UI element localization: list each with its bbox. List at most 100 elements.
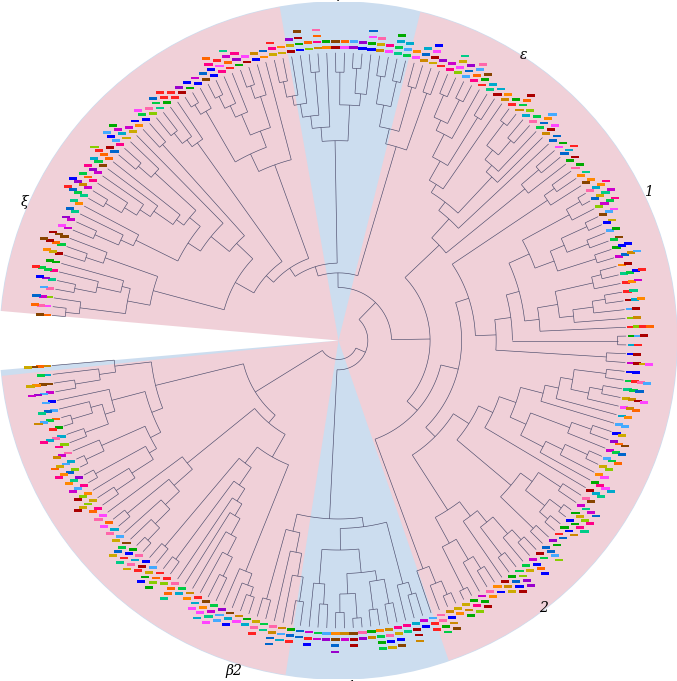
FancyBboxPatch shape xyxy=(632,307,640,310)
FancyBboxPatch shape xyxy=(48,400,56,403)
FancyBboxPatch shape xyxy=(313,47,322,50)
FancyBboxPatch shape xyxy=(55,252,63,255)
FancyBboxPatch shape xyxy=(44,411,52,413)
FancyBboxPatch shape xyxy=(615,236,624,238)
FancyBboxPatch shape xyxy=(473,605,481,607)
FancyBboxPatch shape xyxy=(163,101,171,104)
FancyBboxPatch shape xyxy=(624,262,632,265)
FancyBboxPatch shape xyxy=(632,409,640,411)
FancyBboxPatch shape xyxy=(625,379,633,382)
FancyBboxPatch shape xyxy=(350,40,358,43)
FancyBboxPatch shape xyxy=(175,592,183,595)
FancyBboxPatch shape xyxy=(322,638,330,641)
FancyBboxPatch shape xyxy=(397,40,405,43)
FancyBboxPatch shape xyxy=(51,241,60,244)
FancyBboxPatch shape xyxy=(89,499,97,502)
FancyBboxPatch shape xyxy=(631,381,639,383)
FancyBboxPatch shape xyxy=(637,297,645,300)
FancyBboxPatch shape xyxy=(628,326,636,328)
FancyBboxPatch shape xyxy=(296,630,304,633)
FancyBboxPatch shape xyxy=(504,93,512,95)
FancyBboxPatch shape xyxy=(596,495,605,498)
FancyBboxPatch shape xyxy=(607,449,615,452)
FancyBboxPatch shape xyxy=(638,268,646,271)
FancyBboxPatch shape xyxy=(164,592,172,595)
FancyBboxPatch shape xyxy=(620,272,628,275)
FancyBboxPatch shape xyxy=(286,50,294,52)
FancyBboxPatch shape xyxy=(215,65,223,67)
FancyBboxPatch shape xyxy=(37,375,45,377)
FancyBboxPatch shape xyxy=(221,55,230,58)
FancyBboxPatch shape xyxy=(70,479,78,481)
FancyBboxPatch shape xyxy=(312,29,320,31)
FancyBboxPatch shape xyxy=(38,266,46,269)
FancyBboxPatch shape xyxy=(116,535,125,538)
FancyBboxPatch shape xyxy=(277,46,285,48)
FancyBboxPatch shape xyxy=(395,46,403,49)
FancyBboxPatch shape xyxy=(358,47,366,50)
FancyBboxPatch shape xyxy=(454,72,462,74)
FancyBboxPatch shape xyxy=(617,264,626,266)
FancyBboxPatch shape xyxy=(89,179,97,182)
FancyBboxPatch shape xyxy=(413,628,421,631)
FancyBboxPatch shape xyxy=(603,221,611,224)
FancyBboxPatch shape xyxy=(582,519,590,522)
FancyBboxPatch shape xyxy=(202,601,210,603)
FancyBboxPatch shape xyxy=(43,365,51,368)
FancyBboxPatch shape xyxy=(58,454,66,457)
FancyBboxPatch shape xyxy=(118,546,126,549)
FancyBboxPatch shape xyxy=(46,287,54,289)
FancyBboxPatch shape xyxy=(413,50,421,53)
FancyBboxPatch shape xyxy=(234,63,242,66)
FancyBboxPatch shape xyxy=(94,518,102,520)
FancyBboxPatch shape xyxy=(331,644,339,647)
FancyBboxPatch shape xyxy=(138,114,146,116)
FancyBboxPatch shape xyxy=(266,42,274,44)
FancyBboxPatch shape xyxy=(152,101,160,104)
FancyBboxPatch shape xyxy=(601,191,609,193)
FancyBboxPatch shape xyxy=(24,366,32,369)
FancyBboxPatch shape xyxy=(123,137,131,140)
FancyBboxPatch shape xyxy=(359,41,367,44)
FancyBboxPatch shape xyxy=(199,606,207,609)
FancyBboxPatch shape xyxy=(448,62,456,65)
FancyBboxPatch shape xyxy=(494,93,502,95)
FancyBboxPatch shape xyxy=(134,569,142,572)
FancyBboxPatch shape xyxy=(582,508,590,511)
FancyBboxPatch shape xyxy=(303,643,311,646)
FancyBboxPatch shape xyxy=(160,597,169,600)
FancyBboxPatch shape xyxy=(37,313,45,316)
FancyBboxPatch shape xyxy=(377,43,385,46)
Wedge shape xyxy=(338,311,677,661)
FancyBboxPatch shape xyxy=(39,383,47,386)
FancyBboxPatch shape xyxy=(84,503,92,505)
FancyBboxPatch shape xyxy=(269,53,277,56)
FancyBboxPatch shape xyxy=(398,644,406,647)
FancyBboxPatch shape xyxy=(551,554,559,557)
FancyBboxPatch shape xyxy=(596,484,605,487)
FancyBboxPatch shape xyxy=(142,118,150,121)
FancyBboxPatch shape xyxy=(580,530,588,533)
FancyBboxPatch shape xyxy=(43,249,51,251)
Wedge shape xyxy=(1,7,338,340)
FancyBboxPatch shape xyxy=(566,159,574,162)
FancyBboxPatch shape xyxy=(276,639,284,642)
FancyBboxPatch shape xyxy=(586,189,594,192)
FancyBboxPatch shape xyxy=(368,42,376,44)
FancyBboxPatch shape xyxy=(627,251,635,254)
FancyBboxPatch shape xyxy=(103,131,111,133)
FancyBboxPatch shape xyxy=(565,148,573,151)
FancyBboxPatch shape xyxy=(459,61,467,63)
FancyBboxPatch shape xyxy=(48,278,56,281)
FancyBboxPatch shape xyxy=(145,108,153,110)
FancyBboxPatch shape xyxy=(529,120,538,123)
FancyBboxPatch shape xyxy=(167,587,175,590)
FancyBboxPatch shape xyxy=(105,521,113,524)
FancyBboxPatch shape xyxy=(145,586,153,589)
FancyBboxPatch shape xyxy=(592,515,600,518)
FancyBboxPatch shape xyxy=(267,48,276,50)
FancyBboxPatch shape xyxy=(84,187,92,189)
FancyBboxPatch shape xyxy=(332,40,340,43)
FancyBboxPatch shape xyxy=(332,632,340,635)
FancyBboxPatch shape xyxy=(215,614,223,616)
